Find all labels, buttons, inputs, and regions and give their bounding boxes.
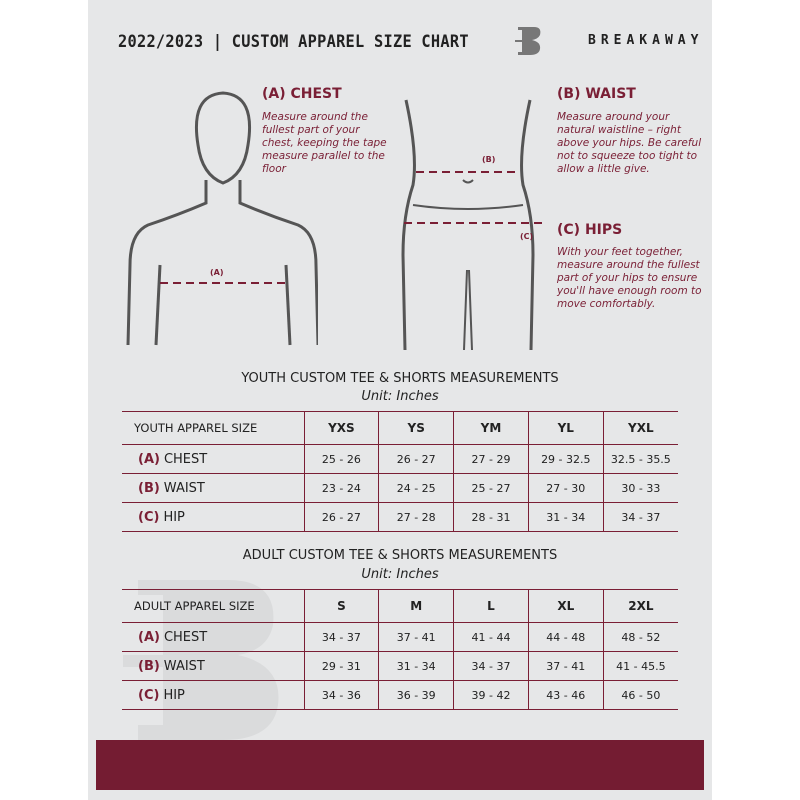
youth-table-title: YOUTH CUSTOM TEE & SHORTS MEASUREMENTS: [241, 371, 559, 386]
cell: 32.5 - 35.5: [602, 444, 678, 474]
lower-body-figure: [401, 99, 543, 351]
table-header-row: YOUTH APPAREL SIZE YXS YS YM YL YXL: [122, 411, 678, 445]
cell: 34 - 37: [602, 502, 678, 532]
size-header: XL: [527, 589, 604, 623]
waist-marker-label: (B): [482, 155, 496, 164]
cell: 27 - 29: [453, 444, 529, 474]
size-label-header: ADULT APPAREL SIZE: [122, 589, 304, 623]
row-name: HIP: [163, 687, 185, 703]
cell: 25 - 26: [303, 444, 379, 474]
hips-description: With your feet together, measure around …: [557, 246, 702, 310]
brand-name: BREAKAWAY: [588, 33, 704, 48]
youth-table-unit: Unit: Inches: [361, 389, 439, 404]
adult-size-table: ADULT APPAREL SIZE S M L XL 2XL (A) CHEST…: [122, 589, 678, 710]
upper-body-figure: [126, 91, 318, 346]
cell: 25 - 27: [453, 473, 529, 503]
hips-heading: (C) HIPS: [557, 222, 623, 238]
cell: 46 - 50: [602, 680, 678, 710]
cell: 34 - 36: [303, 680, 379, 710]
row-name: CHEST: [163, 451, 208, 467]
adult-table-title: ADULT CUSTOM TEE & SHORTS MEASUREMENTS: [242, 548, 558, 563]
row-code: (C): [138, 687, 160, 703]
row-code: (B): [138, 658, 160, 674]
cell: 48 - 52: [602, 622, 678, 652]
cell: 37 - 41: [527, 651, 604, 681]
page-title: 2022/2023 | CUSTOM APPAREL SIZE CHART: [118, 32, 469, 52]
table-row: (C) HIP 34 - 36 36 - 39 39 - 42 43 - 46 46 - 5…: [122, 680, 678, 710]
size-header: YXS: [303, 411, 379, 445]
row-code: (C): [138, 509, 160, 525]
size-header: L: [453, 589, 529, 623]
row-code: (B): [138, 480, 160, 496]
row-code: (A): [138, 451, 160, 467]
table-row: (B) WAIST 29 - 31 31 - 34 34 - 37 37 - 41 41 -…: [122, 651, 678, 681]
cell: 39 - 42: [453, 680, 529, 710]
cell: 41 - 45.5: [602, 651, 678, 681]
adult-table-unit: Unit: Inches: [361, 567, 439, 582]
table-row: (B) WAIST 23 - 24 24 - 25 25 - 27 27 - 30 30 -…: [122, 473, 678, 503]
cell: 31 - 34: [527, 502, 604, 532]
cell: 27 - 28: [378, 502, 454, 532]
cell: 26 - 27: [303, 502, 379, 532]
cell: 44 - 48: [527, 622, 604, 652]
cell: 34 - 37: [453, 651, 529, 681]
row-label: (A) CHEST: [122, 444, 304, 474]
footer-band: [96, 740, 704, 790]
size-header: YL: [527, 411, 604, 445]
table-row: (C) HIP 26 - 27 27 - 28 28 - 31 31 - 34 34 - 3…: [122, 502, 678, 532]
cell: 37 - 41: [378, 622, 454, 652]
waist-description: Measure around your natural waistline – …: [557, 111, 702, 175]
row-name: HIP: [163, 509, 185, 525]
cell: 34 - 37: [303, 622, 379, 652]
row-label: (B) WAIST: [122, 651, 304, 681]
size-header: YS: [378, 411, 454, 445]
cell: 26 - 27: [378, 444, 454, 474]
row-label: (C) HIP: [122, 502, 304, 532]
waist-heading: (B) WAIST: [557, 86, 636, 102]
size-header: 2XL: [602, 589, 678, 623]
cell: 24 - 25: [378, 473, 454, 503]
row-name: WAIST: [163, 658, 205, 674]
table-header-row: ADULT APPAREL SIZE S M L XL 2XL: [122, 589, 678, 623]
cell: 28 - 31: [453, 502, 529, 532]
cell: 30 - 33: [602, 473, 678, 503]
youth-size-table: YOUTH APPAREL SIZE YXS YS YM YL YXL (A) C…: [122, 411, 678, 532]
hips-marker-label: (C): [520, 232, 534, 241]
size-label-header: YOUTH APPAREL SIZE: [122, 411, 304, 445]
chest-heading: (A) CHEST: [262, 86, 342, 102]
cell: 27 - 30: [527, 473, 604, 503]
cell: 29 - 32.5: [527, 444, 604, 474]
cell: 29 - 31: [303, 651, 379, 681]
row-name: CHEST: [163, 629, 208, 645]
size-header: M: [378, 589, 454, 623]
row-name: WAIST: [163, 480, 205, 496]
cell: 36 - 39: [378, 680, 454, 710]
table-row: (A) CHEST 34 - 37 37 - 41 41 - 44 44 - 48 48 -…: [122, 622, 678, 652]
chest-description: Measure around the fullest part of your …: [262, 111, 387, 175]
row-label: (B) WAIST: [122, 473, 304, 503]
row-code: (A): [138, 629, 160, 645]
cell: 23 - 24: [303, 473, 379, 503]
breakaway-logo-icon: [515, 27, 541, 55]
chest-marker-label: (A): [210, 268, 224, 277]
size-chart-panel: 2022/2023 | CUSTOM APPAREL SIZE CHART BR…: [88, 0, 712, 800]
cell: 31 - 34: [378, 651, 454, 681]
size-header: YXL: [602, 411, 678, 445]
size-header: S: [303, 589, 379, 623]
cell: 41 - 44: [453, 622, 529, 652]
cell: 43 - 46: [527, 680, 604, 710]
size-header: YM: [453, 411, 529, 445]
table-row: (A) CHEST 25 - 26 26 - 27 27 - 29 29 - 32.5 32…: [122, 444, 678, 474]
row-label: (C) HIP: [122, 680, 304, 710]
row-label: (A) CHEST: [122, 622, 304, 652]
